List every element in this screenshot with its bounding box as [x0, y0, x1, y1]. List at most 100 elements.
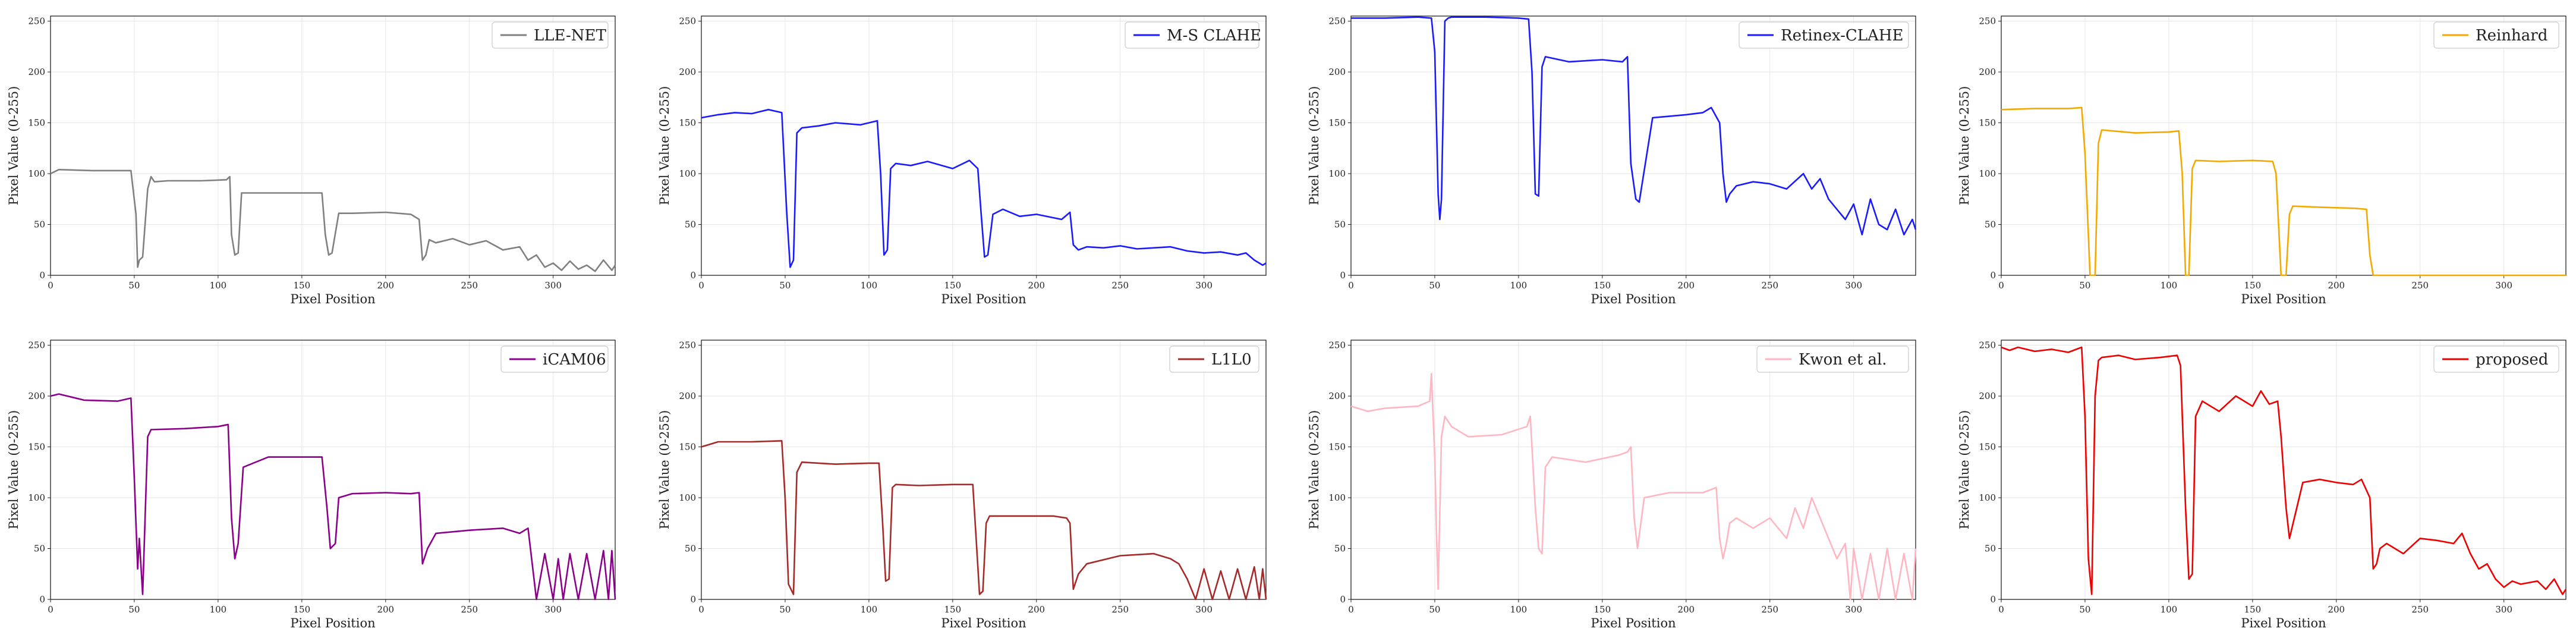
plot-frame: [2001, 340, 2566, 600]
x-axis-label: Pixel Position: [2241, 616, 2326, 630]
y-tick-label: 250: [28, 340, 45, 351]
y-axis-label: Pixel Value (0-255): [1307, 86, 1321, 206]
x-axis-label: Pixel Position: [941, 292, 1026, 306]
chart-panel-6: 0 50 100 150 200 250 300 0 50 100 150 200 250 Pixel P…: [657, 340, 1267, 630]
x-tick-label: 250: [461, 280, 478, 291]
x-tick-label: 200: [377, 280, 394, 291]
x-tick-label: 300: [1845, 280, 1862, 291]
x-tick-label: 250: [1111, 280, 1129, 291]
x-tick-label: 100: [2161, 280, 2178, 291]
legend-box: [1756, 345, 1909, 373]
legend-box: [2433, 21, 2559, 49]
x-tick-label: 200: [1677, 604, 1695, 615]
y-tick-label: 50: [34, 544, 45, 554]
chart-panel-5: 0 50 100 150 200 250 300 0 50 100 150 200 250 Pixel P…: [7, 340, 616, 630]
y-tick-label: 100: [28, 492, 45, 503]
y-tick-label: 150: [1979, 118, 1996, 128]
y-tick-label: 200: [679, 67, 696, 77]
chart-panel-1: 0 50 100 150 200 250 300 0 50 100 150 200 250 Pixel P…: [7, 15, 616, 306]
y-tick-label: 100: [28, 168, 45, 179]
y-tick-label: 0: [39, 594, 45, 605]
legend-box: [1739, 21, 1909, 49]
y-axis-label: Pixel Value (0-255): [1957, 410, 1972, 530]
y-tick-label: 50: [1985, 219, 1996, 230]
y-tick-label: 100: [1979, 492, 1996, 503]
legend-box: [1125, 21, 1259, 49]
y-tick-label: 250: [28, 16, 45, 27]
y-tick-label: 0: [1990, 594, 1996, 605]
y-tick-label: 200: [1979, 67, 1996, 77]
y-tick-label: 150: [1328, 118, 1346, 128]
x-tick-label: 0: [698, 604, 704, 615]
y-tick-label: 0: [1340, 594, 1346, 605]
x-axis-label: Pixel Position: [1591, 616, 1676, 630]
series-line: [1350, 373, 1917, 601]
series-line: [2001, 106, 2566, 277]
y-tick-label: 100: [1979, 168, 1996, 179]
y-tick-label: 250: [679, 340, 696, 351]
y-tick-label: 250: [1328, 16, 1346, 27]
x-tick-label: 150: [1594, 604, 1611, 615]
y-tick-label: 200: [28, 67, 45, 77]
y-tick-label: 200: [679, 391, 696, 401]
y-tick-label: 200: [1979, 391, 1996, 401]
y-tick-label: 150: [28, 442, 45, 453]
chart-panel-3: 0 50 100 150 200 250 300 0 50 100 150 200 250 Pixel P…: [1307, 15, 1917, 306]
x-tick-label: 150: [1594, 280, 1611, 291]
y-tick-label: 50: [1334, 219, 1346, 230]
x-tick-label: 50: [1429, 604, 1440, 615]
legend-label: Reinhard: [2476, 27, 2547, 45]
x-tick-label: 250: [1111, 604, 1129, 615]
x-tick-label: 100: [1510, 280, 1528, 291]
x-tick-label: 200: [1677, 280, 1695, 291]
y-tick-label: 100: [679, 168, 696, 179]
x-tick-label: 150: [944, 604, 962, 615]
legend-box: [2433, 345, 2559, 373]
chart-panel-7: 0 50 100 150 200 250 300 0 50 100 150 200 250 Pixel P…: [1307, 340, 1917, 630]
x-tick-label: 250: [1761, 604, 1778, 615]
series-line: [701, 439, 1267, 601]
x-tick-label: 200: [1028, 280, 1045, 291]
x-tick-label: 150: [944, 280, 962, 291]
plot-frame: [50, 15, 616, 276]
x-tick-label: 0: [1348, 280, 1354, 291]
y-axis-label: Pixel Value (0-255): [1957, 86, 1972, 206]
x-tick-label: 300: [544, 280, 562, 291]
plot-frame: [1350, 340, 1916, 600]
legend-label: M-S CLAHE: [1167, 27, 1261, 45]
legend-box: [1169, 345, 1259, 373]
x-tick-label: 50: [2079, 604, 2090, 615]
y-tick-label: 100: [1328, 168, 1346, 179]
x-tick-label: 250: [2411, 280, 2429, 291]
x-tick-label: 150: [2244, 280, 2262, 291]
x-tick-label: 200: [377, 604, 394, 615]
y-tick-label: 150: [679, 442, 696, 453]
y-tick-label: 0: [1340, 270, 1346, 281]
x-tick-label: 0: [48, 604, 53, 615]
x-tick-label: 0: [698, 280, 704, 291]
y-tick-label: 50: [685, 219, 696, 230]
y-tick-label: 100: [1328, 492, 1346, 503]
x-axis-label: Pixel Position: [290, 292, 375, 306]
x-tick-label: 300: [1195, 280, 1213, 291]
y-tick-label: 150: [1328, 442, 1346, 453]
x-tick-label: 100: [210, 604, 227, 615]
y-tick-label: 150: [679, 118, 696, 128]
x-tick-label: 100: [861, 604, 878, 615]
legend-box: [500, 345, 609, 373]
legend-label: iCAM06: [543, 351, 606, 369]
x-axis-label: Pixel Position: [2241, 292, 2326, 306]
plot-frame: [1350, 15, 1916, 276]
x-tick-label: 100: [1510, 604, 1528, 615]
x-tick-label: 50: [779, 280, 791, 291]
x-tick-label: 150: [294, 280, 311, 291]
y-axis-label: Pixel Value (0-255): [657, 410, 672, 530]
x-tick-label: 250: [2411, 604, 2429, 615]
x-tick-label: 300: [2495, 604, 2512, 615]
y-tick-label: 50: [685, 544, 696, 554]
x-tick-label: 150: [294, 604, 311, 615]
chart-panel-8: 0 50 100 150 200 250 300 0 50 100 150 200 250 Pixel P…: [1957, 340, 2567, 630]
x-tick-label: 200: [2328, 604, 2345, 615]
series-line: [2001, 346, 2567, 595]
y-tick-label: 250: [1979, 340, 1996, 351]
